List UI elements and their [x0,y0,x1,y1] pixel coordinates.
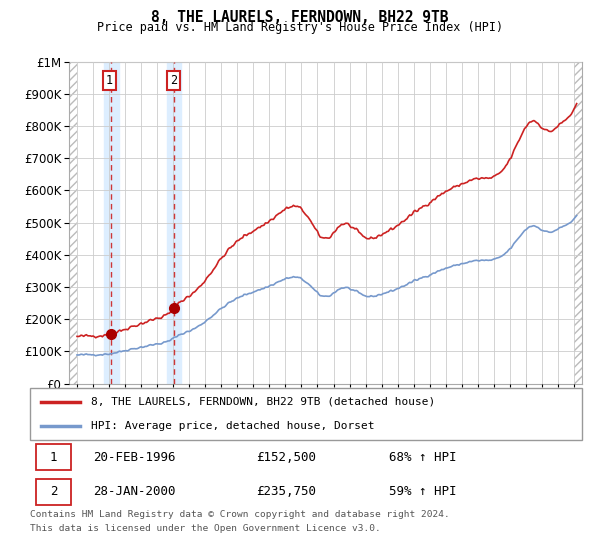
Bar [574,62,582,384]
Text: 1: 1 [106,74,113,87]
FancyBboxPatch shape [30,388,582,440]
Text: 1: 1 [50,451,57,464]
Text: 8, THE LAURELS, FERNDOWN, BH22 9TB (detached house): 8, THE LAURELS, FERNDOWN, BH22 9TB (deta… [91,397,435,407]
Bar [167,62,181,384]
Text: 59% ↑ HPI: 59% ↑ HPI [389,486,457,498]
Text: HPI: Average price, detached house, Dorset: HPI: Average price, detached house, Dors… [91,421,374,431]
Text: £235,750: £235,750 [256,486,316,498]
FancyBboxPatch shape [35,444,71,470]
Text: 28-JAN-2000: 28-JAN-2000 [94,486,176,498]
Text: Price paid vs. HM Land Registry's House Price Index (HPI): Price paid vs. HM Land Registry's House … [97,21,503,34]
Text: 8, THE LAURELS, FERNDOWN, BH22 9TB: 8, THE LAURELS, FERNDOWN, BH22 9TB [151,10,449,25]
Bar [104,62,119,384]
Text: 2: 2 [50,486,57,498]
FancyBboxPatch shape [35,479,71,505]
Text: This data is licensed under the Open Government Licence v3.0.: This data is licensed under the Open Gov… [30,524,381,533]
Text: Contains HM Land Registry data © Crown copyright and database right 2024.: Contains HM Land Registry data © Crown c… [30,510,450,519]
Text: 2: 2 [170,74,177,87]
Text: 68% ↑ HPI: 68% ↑ HPI [389,451,457,464]
Text: £152,500: £152,500 [256,451,316,464]
Text: 20-FEB-1996: 20-FEB-1996 [94,451,176,464]
Bar [69,62,77,384]
